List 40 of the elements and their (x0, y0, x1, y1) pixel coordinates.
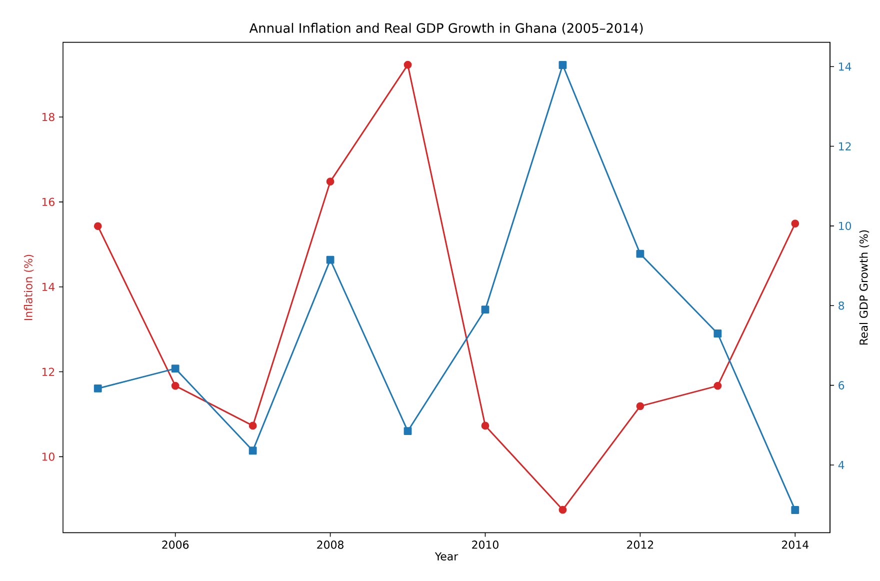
x-tick-label: 2014 (782, 540, 808, 549)
y2-tick-label: 14 (839, 62, 852, 71)
point (714, 382, 722, 390)
point (791, 506, 800, 514)
point (714, 330, 722, 338)
point (248, 422, 257, 430)
y2-tick-label: 6 (838, 381, 844, 390)
y2-tick-label: 12 (839, 142, 851, 150)
point (481, 422, 490, 430)
y-tick-label: 10 (42, 452, 54, 461)
point (636, 402, 644, 410)
y2-tick-label: 4 (838, 460, 844, 469)
point (94, 384, 102, 392)
y2-axis-title: Real GDP Growth (%) (859, 230, 870, 345)
y2-tick-label: 10 (839, 222, 852, 230)
y-tick-label: 12 (42, 368, 54, 376)
point (404, 60, 412, 69)
point (481, 306, 490, 314)
chart-title: Annual Inflation and Real GDP Growth in Ghana (2005–2014) (249, 22, 643, 34)
point (326, 256, 334, 264)
y-tick-label: 14 (42, 282, 55, 291)
y2-tick-label: 8 (838, 301, 844, 310)
point (248, 446, 257, 455)
x-tick-label: 2006 (162, 540, 189, 549)
point (404, 427, 412, 436)
point (791, 220, 800, 228)
y-tick-label: 18 (42, 112, 54, 122)
x-axis-title: Year (434, 552, 458, 560)
x-tick-label: 2008 (317, 540, 344, 549)
point (94, 222, 102, 230)
point (558, 506, 567, 514)
x-tick-label: 2010 (472, 540, 498, 549)
point (171, 364, 180, 373)
y-axis-title: Inflation (%) (24, 254, 34, 320)
point (636, 250, 644, 258)
x-tick-label: 2012 (627, 540, 654, 549)
point (171, 382, 180, 390)
point (558, 61, 567, 69)
y-tick-label: 16 (42, 198, 54, 206)
point (326, 178, 334, 186)
